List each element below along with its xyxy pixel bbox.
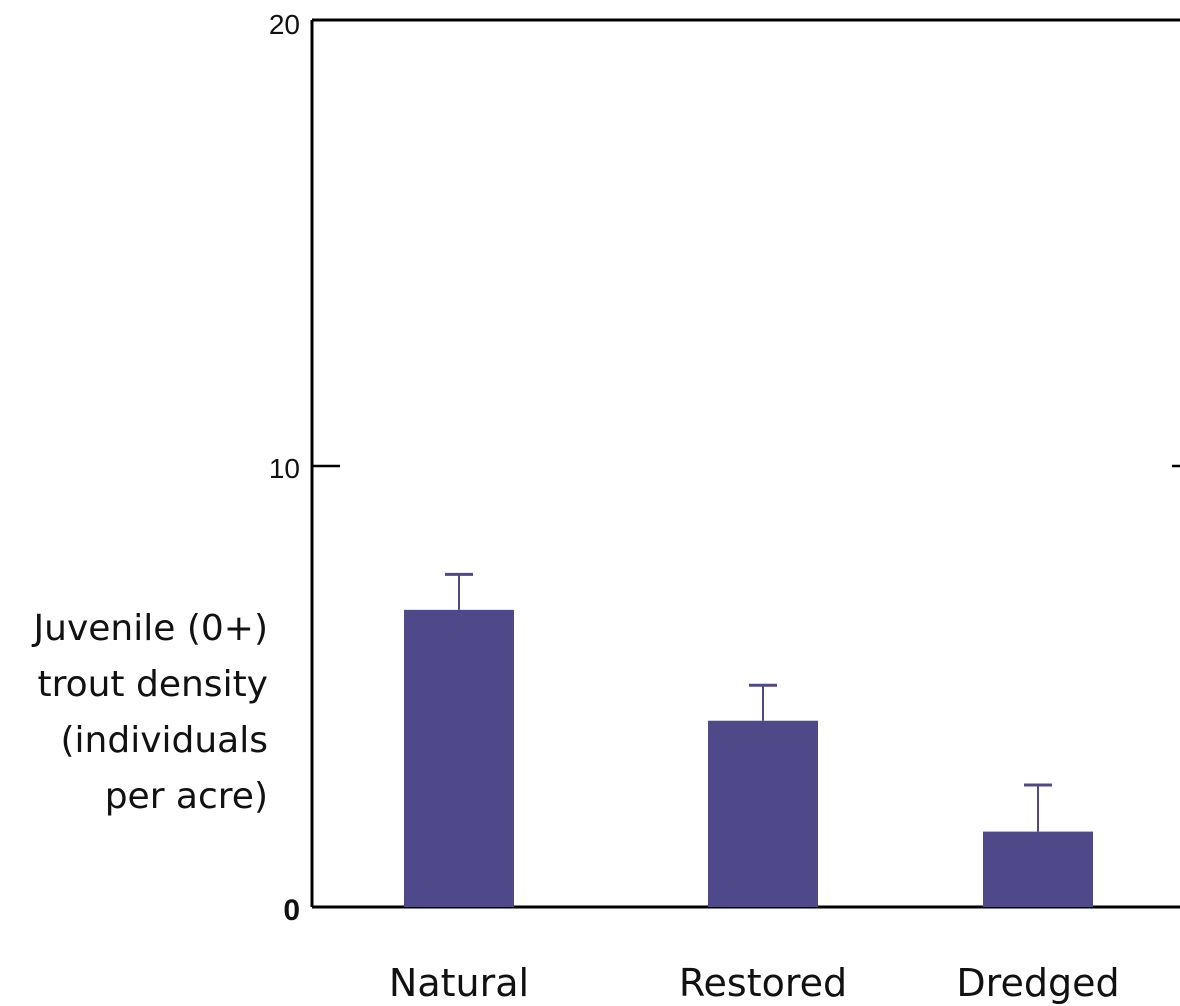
- y-axis-label-line-3: (individuals: [60, 720, 268, 761]
- category-label-dredged: Dredged: [956, 961, 1119, 1005]
- bar-natural: [404, 609, 514, 907]
- y-tick-label-0: 0: [283, 894, 300, 927]
- y-axis-label-line-2: trout density: [37, 664, 268, 705]
- y-tick-label-20: 20: [269, 9, 300, 40]
- y-axis-label-line-1: Juvenile (0+): [32, 608, 268, 649]
- category-label-restored: Restored: [679, 961, 847, 1005]
- bars-group: [404, 572, 1093, 907]
- y-tick-label-10: 10: [269, 453, 300, 484]
- bar-restored: [708, 720, 818, 907]
- y-axis-label-line-4: per acre): [105, 776, 268, 817]
- bar-dredged: [983, 831, 1093, 907]
- category-label-natural: Natural: [389, 961, 529, 1005]
